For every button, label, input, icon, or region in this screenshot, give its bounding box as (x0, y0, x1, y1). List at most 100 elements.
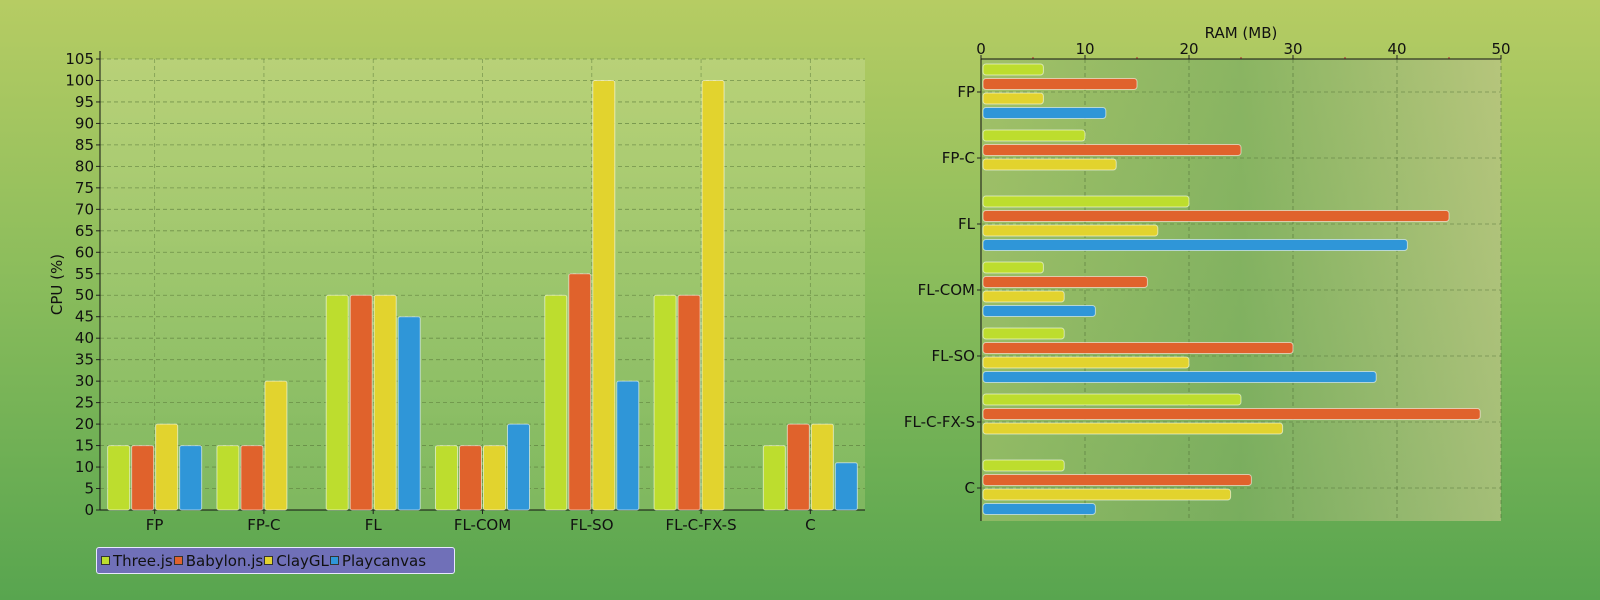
cpu-x-tick-label: C (805, 516, 815, 534)
legend: Three.js Babylon.js ClayGL Playcanvas (96, 547, 455, 574)
ram-bar-fp-playcanvas (982, 107, 1107, 119)
cpu-bar-fp-playcanvas (179, 445, 203, 511)
ram-bar-fl-so-claygl (982, 356, 1190, 369)
cpu-y-tick-label: 60 (75, 243, 94, 261)
ram-y-tick-label: FP (957, 83, 975, 101)
cpu-bar-c-playcanvas (834, 462, 858, 511)
cpu-bar-fl-so-three-js (544, 294, 568, 511)
ram-x-tick-label: 30 (1283, 40, 1302, 58)
cpu-bar-fl-three-js (325, 294, 349, 511)
ram-bar-fl-so-three-js (982, 327, 1065, 340)
cpu-bar-fl-com-babylon-js (459, 445, 482, 511)
cpu-y-tick-label: 30 (75, 372, 94, 390)
cpu-bar-fl-c-fx-s-claygl (701, 79, 725, 511)
cpu-y-tick-label: 15 (75, 437, 94, 455)
ram-bar-c-three-js (982, 459, 1065, 472)
ram-x-tick-label: 50 (1491, 40, 1510, 58)
cpu-bar-fp-three-js (107, 445, 131, 511)
cpu-y-tick-label: 5 (84, 480, 94, 498)
cpu-bar-fp-claygl (155, 423, 179, 511)
ram-bar-fp-babylon-js (982, 78, 1138, 90)
cpu-y-tick-label: 100 (65, 71, 94, 89)
ram-bar-fl-c-fx-s-three-js (982, 393, 1242, 406)
ram-x-axis-title: RAM (MB) (1205, 24, 1278, 42)
ram-bar-fp-c-three-js (982, 129, 1086, 142)
cpu-y-tick-label: 70 (75, 200, 94, 218)
cpu-bar-fl-com-three-js (435, 445, 458, 511)
ram-bar-fl-babylon-js (982, 210, 1450, 222)
ram-bar-fl-com-babylon-js (982, 276, 1148, 288)
ram-bar-fl-c-fx-s-babylon-js (982, 408, 1481, 420)
legend-item-claygl: ClayGL (264, 552, 329, 570)
cpu-y-tick-label: 105 (65, 50, 94, 68)
cpu-bar-fl-com-claygl (483, 445, 506, 511)
cpu-bar-fl-babylon-js (349, 294, 373, 511)
ram-x-tick-label: 0 (976, 40, 986, 58)
ram-bar-fl-three-js (982, 195, 1190, 208)
ram-bar-fp-claygl (982, 92, 1044, 105)
cpu-bar-c-claygl (810, 423, 834, 511)
cpu-y-tick-label: 40 (75, 329, 94, 347)
ram-bar-c-playcanvas (982, 503, 1096, 515)
legend-item-three-js: Three.js (101, 552, 173, 570)
cpu-x-tick-label: FP-C (247, 516, 280, 534)
ram-y-tick-label: FP-C (942, 149, 975, 167)
cpu-y-tick-label: 20 (75, 415, 94, 433)
ram-x-tick-label: 40 (1387, 40, 1406, 58)
cpu-y-tick-label: 90 (75, 114, 94, 132)
ram-x-tick-label: 20 (1179, 40, 1198, 58)
legend-item-babylon-js: Babylon.js (173, 551, 264, 570)
cpu-bar-fp-c-three-js (216, 445, 240, 511)
cpu-bar-fp-c-claygl (264, 380, 288, 511)
cpu-bar-fl-so-babylon-js (568, 273, 592, 511)
cpu-bar-fl-claygl (373, 294, 397, 511)
cpu-bar-fl-com-playcanvas (507, 423, 530, 511)
ram-bar-fl-com-claygl (982, 290, 1065, 303)
cpu-x-tick-label: FL (365, 516, 383, 534)
cpu-y-tick-label: 50 (75, 286, 94, 304)
cpu-bar-fl-playcanvas (397, 316, 421, 511)
ram-bar-fl-so-playcanvas (982, 371, 1377, 383)
legend-swatch (264, 556, 274, 565)
legend-swatch (173, 556, 183, 565)
ram-bar-fl-playcanvas (982, 239, 1408, 251)
ram-bar-c-babylon-js (982, 474, 1252, 486)
cpu-bar-fp-babylon-js (131, 445, 155, 511)
legend-label: Babylon.js (185, 551, 264, 570)
cpu-y-tick-label: 85 (75, 136, 94, 154)
cpu-y-tick-label: 45 (75, 308, 94, 326)
cpu-y-tick-label: 10 (75, 458, 94, 476)
cpu-y-tick-label: 95 (75, 93, 94, 111)
cpu-x-tick-label: FL-SO (570, 516, 613, 534)
cpu-y-tick-label: 0 (84, 501, 94, 519)
cpu-x-tick-label: FL-COM (454, 516, 511, 534)
cpu-y-tick-label: 75 (75, 179, 94, 197)
ram-y-tick-label: C (965, 479, 975, 497)
cpu-bar-c-three-js (762, 445, 786, 511)
ram-bar-chart: 0 10 20 30 40 50 RAM (MB) FP FP-C FL FL-COM FL-SO FL… (904, 24, 1511, 521)
ram-bar-c-claygl (982, 488, 1232, 501)
cpu-bar-fl-so-claygl (592, 79, 616, 511)
cpu-bar-chart: 0 5 10 15 20 25 30 35 40 45 50 55 60 65 70 75 80 85 90 95 10… (48, 50, 865, 534)
cpu-y-tick-label: 35 (75, 351, 94, 369)
ram-bar-fl-com-three-js (982, 261, 1044, 274)
cpu-x-tick-label: FL-C-FX-S (666, 516, 737, 534)
cpu-bar-fl-c-fx-s-babylon-js (677, 294, 701, 511)
cpu-y-axis-title: CPU (%) (48, 254, 66, 315)
ram-bar-fp-c-claygl (982, 158, 1117, 171)
ram-bar-fp-three-js (982, 63, 1044, 76)
cpu-bar-fl-c-fx-s-three-js (653, 294, 677, 511)
legend-item-playcanvas: Playcanvas (329, 551, 427, 570)
ram-bar-fl-claygl (982, 224, 1159, 237)
cpu-bar-c-babylon-js (786, 423, 810, 511)
cpu-y-tick-label: 65 (75, 222, 94, 240)
ram-bar-fl-c-fx-s-claygl (982, 422, 1284, 435)
ram-x-tick-label: 10 (1075, 40, 1094, 58)
legend-swatch (329, 556, 339, 565)
ram-bar-fp-c-babylon-js (982, 144, 1242, 156)
cpu-y-tick-label: 80 (75, 157, 94, 175)
ram-bar-fl-com-playcanvas (982, 305, 1096, 317)
ram-bar-fl-so-babylon-js (982, 342, 1294, 354)
legend-label: Playcanvas (341, 551, 427, 570)
